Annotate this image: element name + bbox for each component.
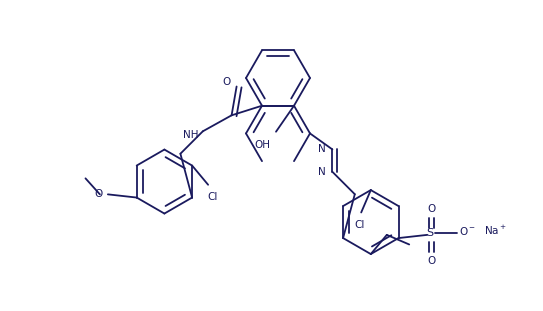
- Text: Cl: Cl: [207, 192, 217, 202]
- Text: O: O: [223, 77, 231, 86]
- Text: O: O: [427, 256, 435, 266]
- Text: O: O: [94, 189, 103, 199]
- Text: O$^-$: O$^-$: [459, 225, 476, 237]
- Text: O: O: [427, 204, 435, 214]
- Text: N: N: [318, 167, 325, 177]
- Text: NH: NH: [183, 130, 199, 140]
- Text: Na$^+$: Na$^+$: [484, 224, 507, 237]
- Text: S: S: [426, 228, 433, 238]
- Text: OH: OH: [254, 140, 270, 150]
- Text: Cl: Cl: [354, 220, 364, 230]
- Text: N: N: [318, 144, 325, 155]
